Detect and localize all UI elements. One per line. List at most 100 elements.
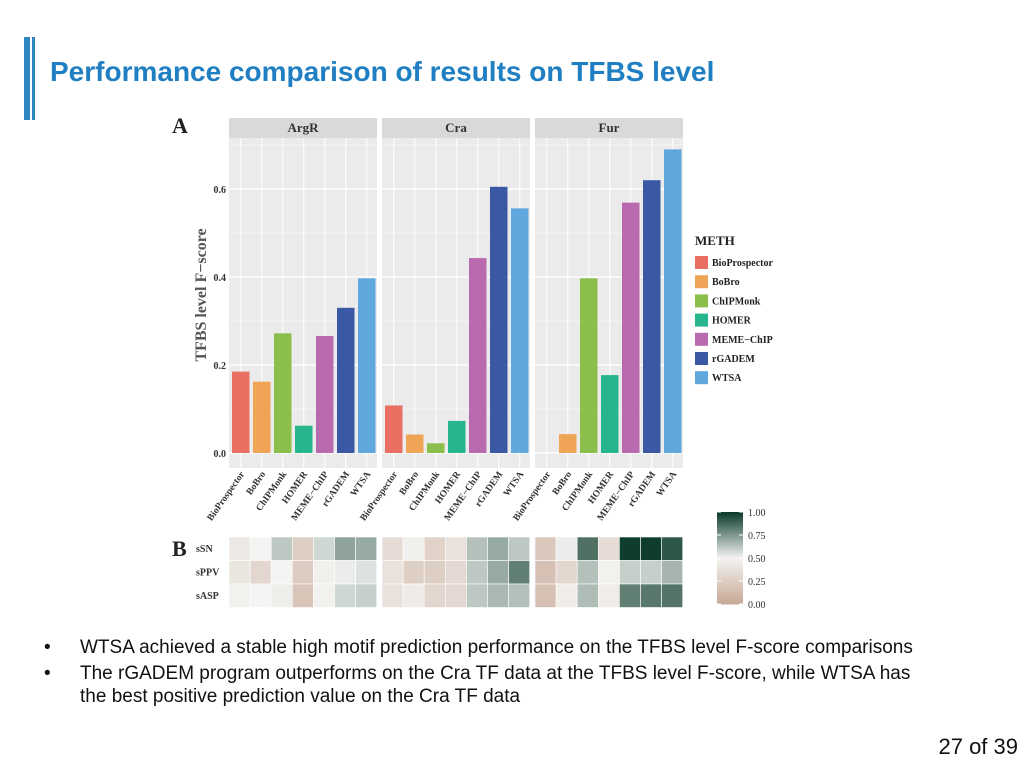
colorbar-step	[717, 601, 743, 605]
heatmap-cell	[661, 536, 683, 561]
y-axis-label: TFBS level F−score	[193, 228, 210, 361]
heatmap-cell	[466, 560, 488, 585]
bar-cra-0	[385, 405, 403, 453]
colorbar-step	[717, 564, 743, 568]
legend-label: ChIPMonk	[712, 296, 761, 307]
heatmap-cell	[576, 583, 599, 608]
bar-argr-4	[316, 335, 334, 453]
colorbar-step	[717, 574, 743, 577]
heatmap-cell	[661, 560, 683, 585]
colorbar-step	[717, 514, 743, 518]
colorbar-step	[717, 567, 743, 570]
heatmap-cell	[270, 560, 293, 585]
heatmap-cell	[313, 560, 335, 585]
legend-label: BioProspector	[712, 258, 773, 269]
colorbar-step	[717, 551, 743, 554]
heatmap-cell	[228, 560, 251, 585]
heatmap-cell	[508, 560, 531, 585]
page-number: 27 of 39	[938, 734, 1018, 759]
legend-swatch	[695, 275, 708, 289]
heatmap-cell	[423, 536, 446, 561]
heatmap-row-label: sSN	[196, 544, 213, 555]
bullet-dot: •	[44, 637, 51, 658]
bar-argr-3	[295, 425, 313, 453]
colorbar-tick-label: 0.50	[748, 554, 766, 565]
heatmap-cell	[576, 560, 599, 585]
colorbar-step	[717, 560, 743, 564]
colorbar-step	[717, 590, 743, 593]
heatmap-cell	[597, 583, 620, 608]
heatmap-cell	[444, 560, 467, 585]
bullet-dot: •	[44, 663, 51, 684]
title-accent-bar-thick	[24, 37, 30, 120]
heatmap-cell	[555, 560, 578, 585]
heatmap-cell	[487, 560, 509, 585]
colorbar-step	[717, 562, 743, 566]
title-accent-bar-thin	[32, 37, 35, 120]
bar-cra-4	[469, 258, 487, 453]
colorbar-step	[717, 535, 743, 538]
heatmap-cell	[249, 583, 272, 608]
colorbar-step	[717, 553, 743, 557]
colorbar-step	[717, 541, 743, 545]
heatmap-cell	[270, 536, 293, 561]
colorbar-step	[717, 528, 743, 531]
y-tick-label: 0.2	[214, 361, 227, 372]
colorbar-step	[717, 587, 743, 591]
heatmap-cell	[534, 583, 557, 608]
colorbar-step	[717, 592, 743, 596]
legend-swatch	[695, 332, 708, 346]
legend-label: WTSA	[712, 373, 742, 384]
heatmap-cell	[334, 583, 356, 608]
heatmap-cell	[334, 560, 356, 585]
heatmap-cell	[355, 560, 378, 585]
colorbar-step	[717, 516, 743, 520]
facet-panel	[382, 138, 530, 468]
facet-panel	[229, 138, 377, 468]
facet-strip-label: ArgR	[287, 120, 319, 135]
colorbar-step	[717, 599, 743, 603]
colorbar-step	[717, 597, 743, 600]
x-tick-label: WTSA	[502, 470, 526, 499]
heatmap-cell	[291, 560, 314, 585]
facet-strip-label: Fur	[599, 120, 620, 135]
bar-argr-0	[232, 371, 250, 453]
colorbar-step	[717, 530, 743, 534]
bar-cra-2	[427, 443, 445, 453]
panel-label-b: B	[172, 536, 187, 561]
bar-argr-2	[274, 333, 292, 453]
facet-strip-label: Cra	[445, 120, 467, 135]
y-tick-label: 0.4	[214, 273, 227, 284]
heatmap-cell	[534, 560, 557, 585]
x-tick-label: WTSA	[655, 470, 679, 499]
colorbar-tick-label: 0.00	[748, 600, 766, 611]
heatmap-cell	[291, 536, 314, 561]
heatmap-cell	[640, 560, 662, 585]
heatmap-cell	[487, 536, 509, 561]
heatmap-cell	[402, 536, 425, 561]
colorbar-step	[717, 571, 743, 575]
colorbar-step	[717, 525, 743, 529]
heatmap-cell	[508, 583, 531, 608]
heatmap-cell	[534, 536, 557, 561]
heatmap-cell	[381, 583, 404, 608]
bar-cra-1	[406, 434, 424, 453]
colorbar-step	[717, 521, 743, 524]
colorbar-step	[717, 539, 743, 543]
legend-label: rGADEM	[712, 354, 755, 365]
facet-strip	[382, 118, 530, 138]
x-tick-label: WTSA	[349, 470, 373, 499]
heatmap-cell	[444, 583, 467, 608]
heatmap-cell	[355, 583, 378, 608]
heatmap-cell	[619, 536, 641, 561]
heatmap-cell	[381, 560, 404, 585]
y-tick-label: 0.0	[214, 449, 227, 460]
bar-fur-3	[601, 375, 619, 453]
heatmap-cell	[249, 536, 272, 561]
bar-cra-5	[490, 186, 508, 454]
legend-swatch	[695, 371, 708, 385]
heatmap-cell	[270, 583, 293, 608]
colorbar-tick-label: 1.00	[748, 508, 766, 519]
colorbar-step	[717, 578, 743, 582]
